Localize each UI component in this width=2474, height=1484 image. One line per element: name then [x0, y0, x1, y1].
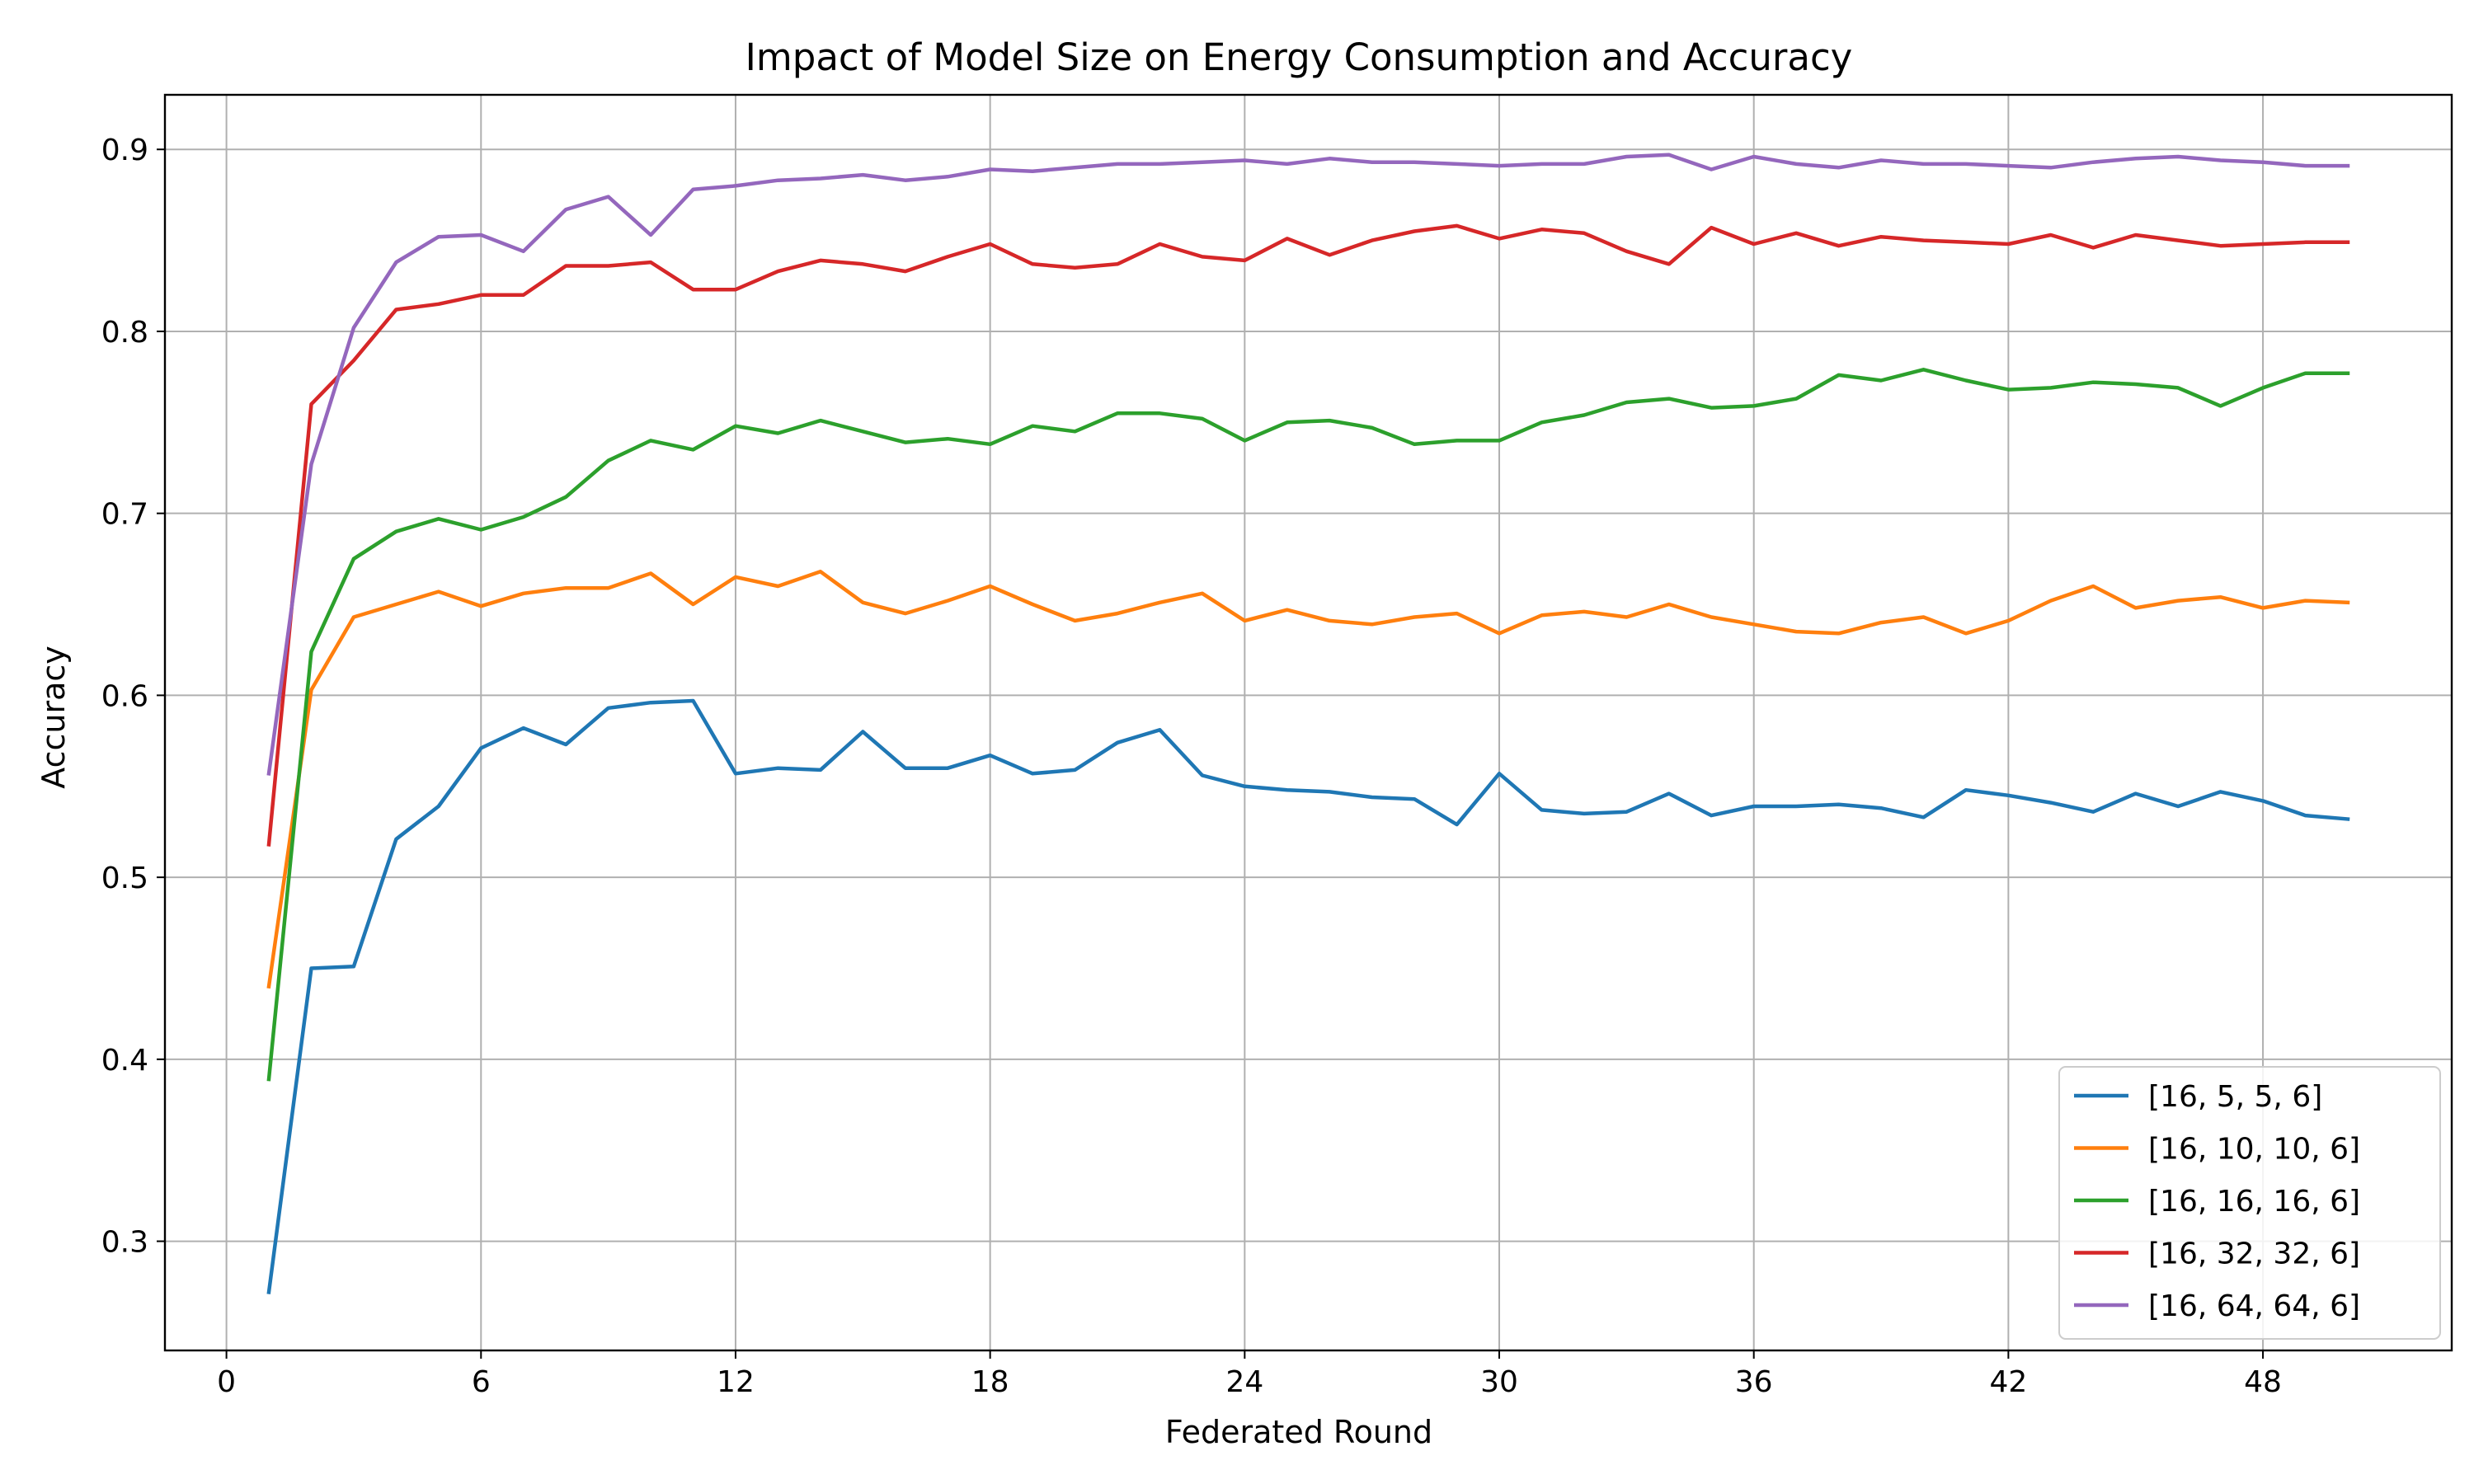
series-line — [266, 368, 2350, 1082]
x-tick-label: 6 — [472, 1365, 491, 1399]
y-tick-label: 0.6 — [101, 679, 148, 713]
y-tick-label: 0.5 — [101, 862, 148, 895]
x-tick-label: 30 — [1480, 1365, 1518, 1399]
axis-ticks: 0 6 12 18 24 30 36 42 48 0.3 0.4 0.5 0.6 0.7 0.8 0.9 — [101, 134, 2282, 1399]
legend: [16, 5, 5, 6] [16, 10, 10, 6] [16, 16, 16,… — [2058, 1066, 2441, 1340]
x-tick-label: 36 — [1735, 1365, 1773, 1399]
x-tick-label: 48 — [2244, 1365, 2282, 1399]
x-tick-label: 12 — [717, 1365, 755, 1399]
legend-entry-label: [16, 5, 5, 6] — [2148, 1080, 2322, 1114]
plot-area-frame — [163, 93, 2453, 1352]
series-line — [266, 570, 2350, 989]
series-line — [266, 223, 2350, 847]
y-tick-label: 0.7 — [101, 498, 148, 532]
y-tick-label: 0.9 — [101, 134, 148, 167]
legend-entry-label: [16, 10, 10, 6] — [2148, 1133, 2360, 1167]
x-tick-label: 18 — [971, 1365, 1009, 1399]
y-tick-label: 0.3 — [101, 1226, 148, 1260]
y-tick-label: 0.4 — [101, 1044, 148, 1078]
x-tick-label: 42 — [1989, 1365, 2027, 1399]
series-line — [266, 698, 2350, 1294]
series-line — [266, 153, 2350, 776]
y-axis-label: Accuracy — [35, 646, 72, 789]
legend-entry-label: [16, 16, 16, 6] — [2148, 1185, 2360, 1219]
legend-entry-label: [16, 64, 64, 6] — [2148, 1289, 2360, 1323]
chart-title: Impact of Model Size on Energy Consumpti… — [745, 35, 1853, 79]
x-tick-label: 24 — [1225, 1365, 1263, 1399]
x-axis-label: Federated Round — [1165, 1414, 1432, 1450]
y-tick-label: 0.8 — [101, 316, 148, 350]
legend-entry-label: [16, 32, 32, 6] — [2148, 1237, 2360, 1271]
legend-box — [2058, 1066, 2441, 1340]
x-tick-label: 0 — [217, 1365, 236, 1399]
series-lines — [266, 153, 2350, 1294]
